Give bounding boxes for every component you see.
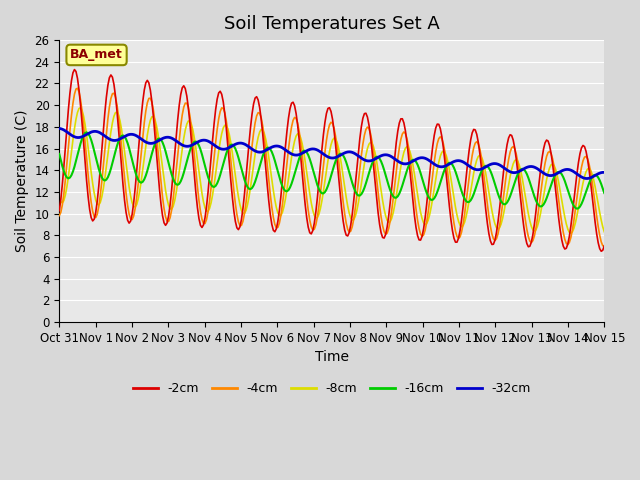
Title: Soil Temperatures Set A: Soil Temperatures Set A	[224, 15, 440, 33]
Legend: -2cm, -4cm, -8cm, -16cm, -32cm: -2cm, -4cm, -8cm, -16cm, -32cm	[127, 377, 536, 400]
Text: BA_met: BA_met	[70, 48, 123, 61]
Y-axis label: Soil Temperature (C): Soil Temperature (C)	[15, 110, 29, 252]
X-axis label: Time: Time	[315, 350, 349, 364]
